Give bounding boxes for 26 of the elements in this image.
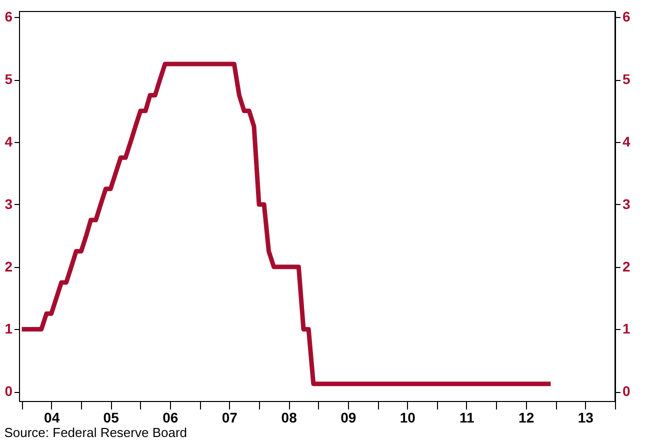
line-series — [20, 62, 553, 386]
y2-tick-label: 1 — [622, 320, 630, 337]
y-tick-label: 4 — [4, 134, 13, 150]
x-tick-label: 12 — [518, 410, 534, 426]
x-tick-label: 05 — [103, 410, 120, 426]
x-tick-label: 11 — [460, 410, 475, 426]
x-tick-label: 07 — [222, 410, 238, 426]
y2-tick-label: 4 — [622, 134, 630, 150]
y-tick-label: 3 — [4, 196, 13, 212]
x-tick-label: 09 — [340, 410, 356, 426]
x-tick-label: 10 — [400, 410, 416, 426]
x-tick-label: 06 — [162, 410, 178, 426]
y-tick-label: 2 — [4, 258, 13, 274]
y2-tick-label: 3 — [622, 196, 630, 212]
y2-tick-label: 2 — [622, 258, 630, 274]
y-tick-label: 1 — [4, 320, 13, 337]
y-tick-label: 5 — [4, 71, 13, 88]
y-tick-label: 0 — [4, 383, 13, 400]
y2-tick-label: 0 — [622, 383, 630, 400]
y2-tick-label: 6 — [622, 8, 630, 25]
x-tick-label: 08 — [281, 410, 298, 426]
x-tick-label: 04 — [44, 410, 60, 426]
x-tick-label: 13 — [578, 410, 594, 426]
source-note: Source: Federal Reserve Board — [4, 425, 188, 440]
y2-tick-label: 5 — [622, 71, 630, 88]
y-tick-label: 6 — [4, 8, 13, 25]
